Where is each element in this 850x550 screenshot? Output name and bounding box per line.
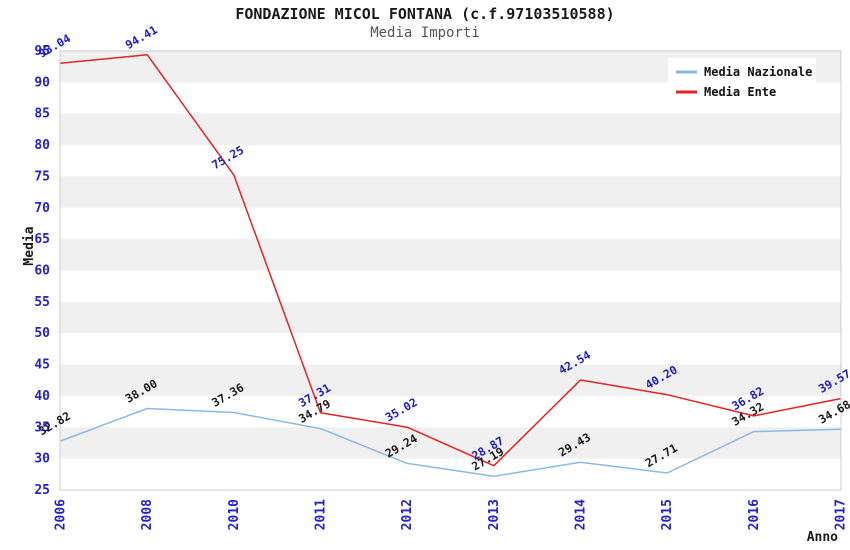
series-line-media-nazionale (60, 407, 841, 478)
y-tick-label: 90 (34, 75, 50, 90)
plot-band (60, 395, 841, 428)
plot-border (59, 50, 842, 491)
legend: Media Nazionale Media Ente (668, 58, 816, 106)
chart-subtitle: Media Importi (370, 25, 480, 41)
plot-band (60, 458, 841, 490)
x-tick-label: 2016 (747, 499, 762, 530)
plot-band (60, 239, 841, 271)
x-tick-label: 2012 (400, 499, 415, 530)
plot-band (60, 301, 841, 334)
data-label-media-ente: 94.41 (123, 22, 160, 51)
y-tick-label: 75 (34, 169, 50, 184)
y-tick-label: 70 (34, 201, 50, 216)
y-tick-label: 60 (34, 264, 50, 279)
x-tick-label: 2011 (314, 499, 329, 530)
plot-band (60, 176, 841, 208)
y-tick-label: 25 (34, 483, 50, 498)
legend-label-media-nazionale: Media Nazionale (704, 65, 812, 79)
y-axis-title: Media (22, 226, 37, 265)
x-tick-label: 2010 (227, 499, 242, 530)
legend-label-media-ente: Media Ente (704, 85, 776, 99)
y-tick-label: 80 (34, 138, 50, 153)
y-tick-label: 85 (34, 107, 50, 122)
y-tick-label: 45 (34, 358, 50, 373)
plot-band (60, 333, 841, 365)
legend-box (668, 58, 816, 106)
x-tick-label: 2014 (574, 499, 589, 530)
y-tick-label: 55 (34, 295, 50, 310)
plot-band (60, 427, 841, 459)
x-tick-label: 2017 (834, 499, 849, 530)
x-tick-label: 2013 (487, 499, 502, 530)
plot-band (60, 364, 841, 396)
plot-band (60, 270, 841, 302)
chart-title: FONDAZIONE MICOL FONTANA (c.f.9710351058… (235, 5, 615, 23)
plot-band (60, 145, 841, 177)
x-axis-title: Anno (807, 530, 838, 545)
plot-band (60, 207, 841, 240)
y-tick-label: 50 (34, 326, 50, 341)
x-tick-label: 2015 (660, 499, 675, 530)
y-tick-label: 40 (34, 389, 50, 404)
plot-band (60, 113, 841, 146)
y-tick-label: 30 (34, 452, 50, 467)
y-tick-label: 65 (34, 232, 50, 247)
y-tick-label: 35 (34, 420, 50, 435)
y-tick-label: 95 (34, 44, 50, 59)
series-line-media-ente (60, 53, 841, 467)
x-tick-label: 2008 (140, 499, 155, 530)
x-tick-label: 2006 (54, 499, 69, 530)
